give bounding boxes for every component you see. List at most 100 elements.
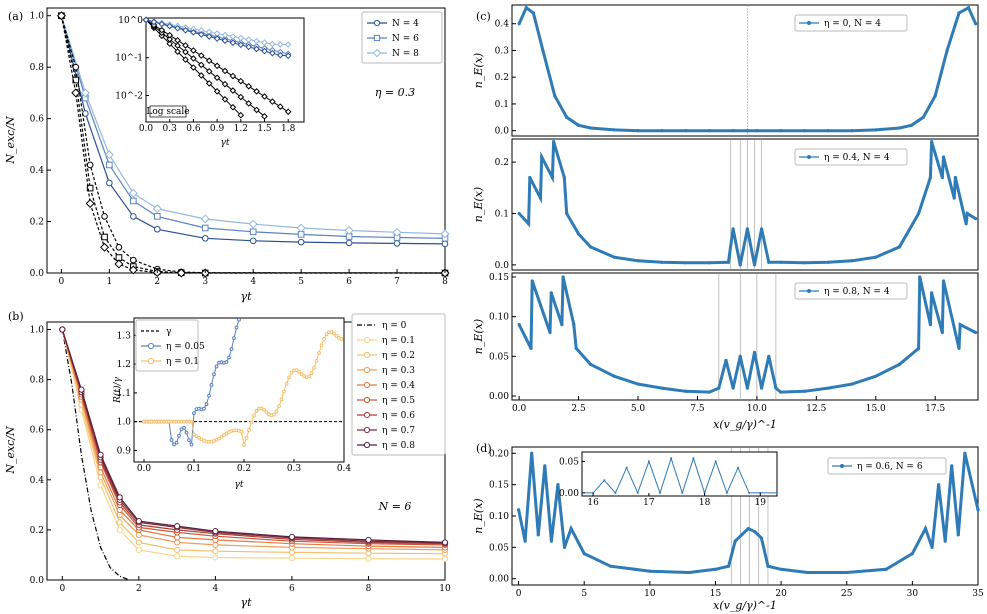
panel-a-inset-point [182, 42, 189, 49]
panel-a-xtick-label: 7 [394, 277, 400, 287]
panel-b-ytick-label: 1.0 [30, 326, 45, 336]
panel-c-point [527, 222, 531, 226]
panel-a-xtick-label: 5 [298, 277, 304, 287]
panel-b-annotation: N = 6 [378, 500, 412, 513]
panel-d-inset-xtick-label: 16 [587, 498, 599, 508]
panel-d-point [530, 451, 534, 455]
panel-a-inset-point [174, 42, 181, 49]
panel-c-point [921, 115, 925, 119]
panel-b-inset-eta005-point [177, 433, 181, 438]
panel-c-legend-marker [807, 155, 811, 159]
panel-c-point [561, 275, 565, 279]
panel-a-inset-point [182, 56, 189, 63]
panel-d-point [963, 451, 967, 455]
panel-a-point [56, 11, 66, 21]
panel-b-inset-ytick-label: 1.0 [117, 418, 132, 428]
panel-c-xtick-label: 10.0 [747, 404, 767, 414]
panel-b-inset-eta01-point [309, 371, 314, 376]
panel-d-point [713, 567, 718, 571]
panel-b-inset-eta01-point [312, 365, 316, 370]
panel-a-inset-point [221, 80, 229, 88]
panel-b-inset-eta005-point [212, 372, 216, 377]
panel-a-point [130, 256, 137, 264]
panel-b-legend-marker [363, 411, 371, 419]
panel-a-point [393, 240, 401, 247]
panel-d-point [746, 526, 750, 531]
panel-d-ytick-label: 0.10 [489, 512, 509, 522]
panel-d-point [733, 539, 737, 543]
panel-a-inset-ytick-label: 10^0 [118, 16, 143, 26]
panel-d-point [805, 570, 809, 575]
panel-a-point [296, 223, 306, 233]
panel-c-ylabel: n_E(x) [472, 187, 485, 222]
panel-b-inset-eta01-point [334, 334, 339, 338]
panel-c-point [745, 386, 749, 390]
panel-d-point [536, 533, 540, 537]
panel-c-point [964, 222, 968, 226]
panel-d-point [687, 570, 691, 575]
panel-c-point [540, 155, 544, 159]
panel-d-point [845, 570, 849, 575]
panel-b-point [116, 506, 123, 513]
panel-b-legend-entry: η = 0.1 [382, 336, 415, 346]
panel-b-inset-legend-marker [147, 357, 155, 365]
panel-a-point [128, 188, 138, 198]
panel-c-point [928, 175, 933, 180]
panel-a-point [85, 199, 95, 209]
panel-a-inset-point [229, 72, 237, 80]
panel-c-point [941, 155, 946, 159]
panel-c-point [538, 196, 543, 200]
panel-a-point [152, 204, 162, 214]
panel-c-subpanel-frame [511, 272, 979, 401]
panel-c-point [930, 291, 934, 295]
panel-d-point [543, 464, 547, 468]
panel-b-legend-entry: η = 0.6 [382, 411, 415, 421]
panel-b-inset-xtick-label: 0.0 [137, 464, 152, 474]
panel-c-legend-marker [807, 21, 811, 25]
panel-b-inset-eta01-point [247, 428, 251, 432]
panel-b-legend-entry: η = 0.3 [382, 366, 415, 376]
panel-a-inset-point [182, 26, 189, 34]
panel-a-point [344, 226, 354, 236]
panel-c-point [548, 330, 552, 335]
panel-a-inset-ytick-label: 10^-2 [115, 92, 143, 102]
panel-c-xtick-label: 0.0 [512, 404, 527, 414]
panel-d-legend-marker [840, 464, 844, 468]
panel-a-legend-marker [372, 48, 382, 58]
panel-c-point [774, 386, 778, 390]
panel-c-point [850, 259, 854, 263]
panel-b-series-line [61, 329, 446, 551]
panel-a-inset-point [284, 52, 292, 60]
panel-c-legend-marker [807, 289, 811, 293]
panel-c-point [755, 129, 759, 133]
panel-c-point [552, 139, 556, 144]
panel-b-point [116, 519, 123, 526]
panel-c-point [707, 390, 711, 394]
panel-a-point [115, 243, 123, 251]
panel-b-legend-marker [363, 381, 371, 389]
panel-b-inset-eta01-point [282, 389, 286, 394]
panel-b-inset-eta01-point [307, 374, 311, 379]
panel-b-inset-eta01-point [287, 375, 291, 380]
panel-d-inset-xtick-label: 19 [755, 498, 767, 508]
panel-a-xtick-label: 6 [346, 277, 352, 287]
panel-b-point [174, 539, 181, 546]
panel-b-ylabel: N_exc/N [4, 426, 17, 475]
panel-c-sub0-ytick-label: 0.2 [495, 73, 509, 83]
panel-a-inset-point [237, 41, 245, 49]
panel-d-xtick-label: 10 [644, 589, 656, 599]
panel-a-inset-point [166, 35, 174, 43]
panel-c-point [724, 358, 728, 362]
panel-a-legend-entry: N = 4 [392, 19, 419, 29]
panel-c-point [752, 350, 757, 354]
panel-b-inset-eta005-point [229, 347, 234, 351]
panel-a-point [72, 63, 80, 71]
panel-a-inset-point [284, 41, 292, 48]
panel-b-inset-eta01-point [189, 419, 194, 424]
panel-b-inset-eta005-point [237, 317, 241, 322]
panel-b-inset-eta005-point [234, 325, 239, 330]
panel-c-point [760, 386, 764, 390]
panel-b-legend-marker [363, 396, 371, 404]
panel-c-point [974, 22, 978, 26]
panel-a-inset-point [284, 108, 292, 116]
